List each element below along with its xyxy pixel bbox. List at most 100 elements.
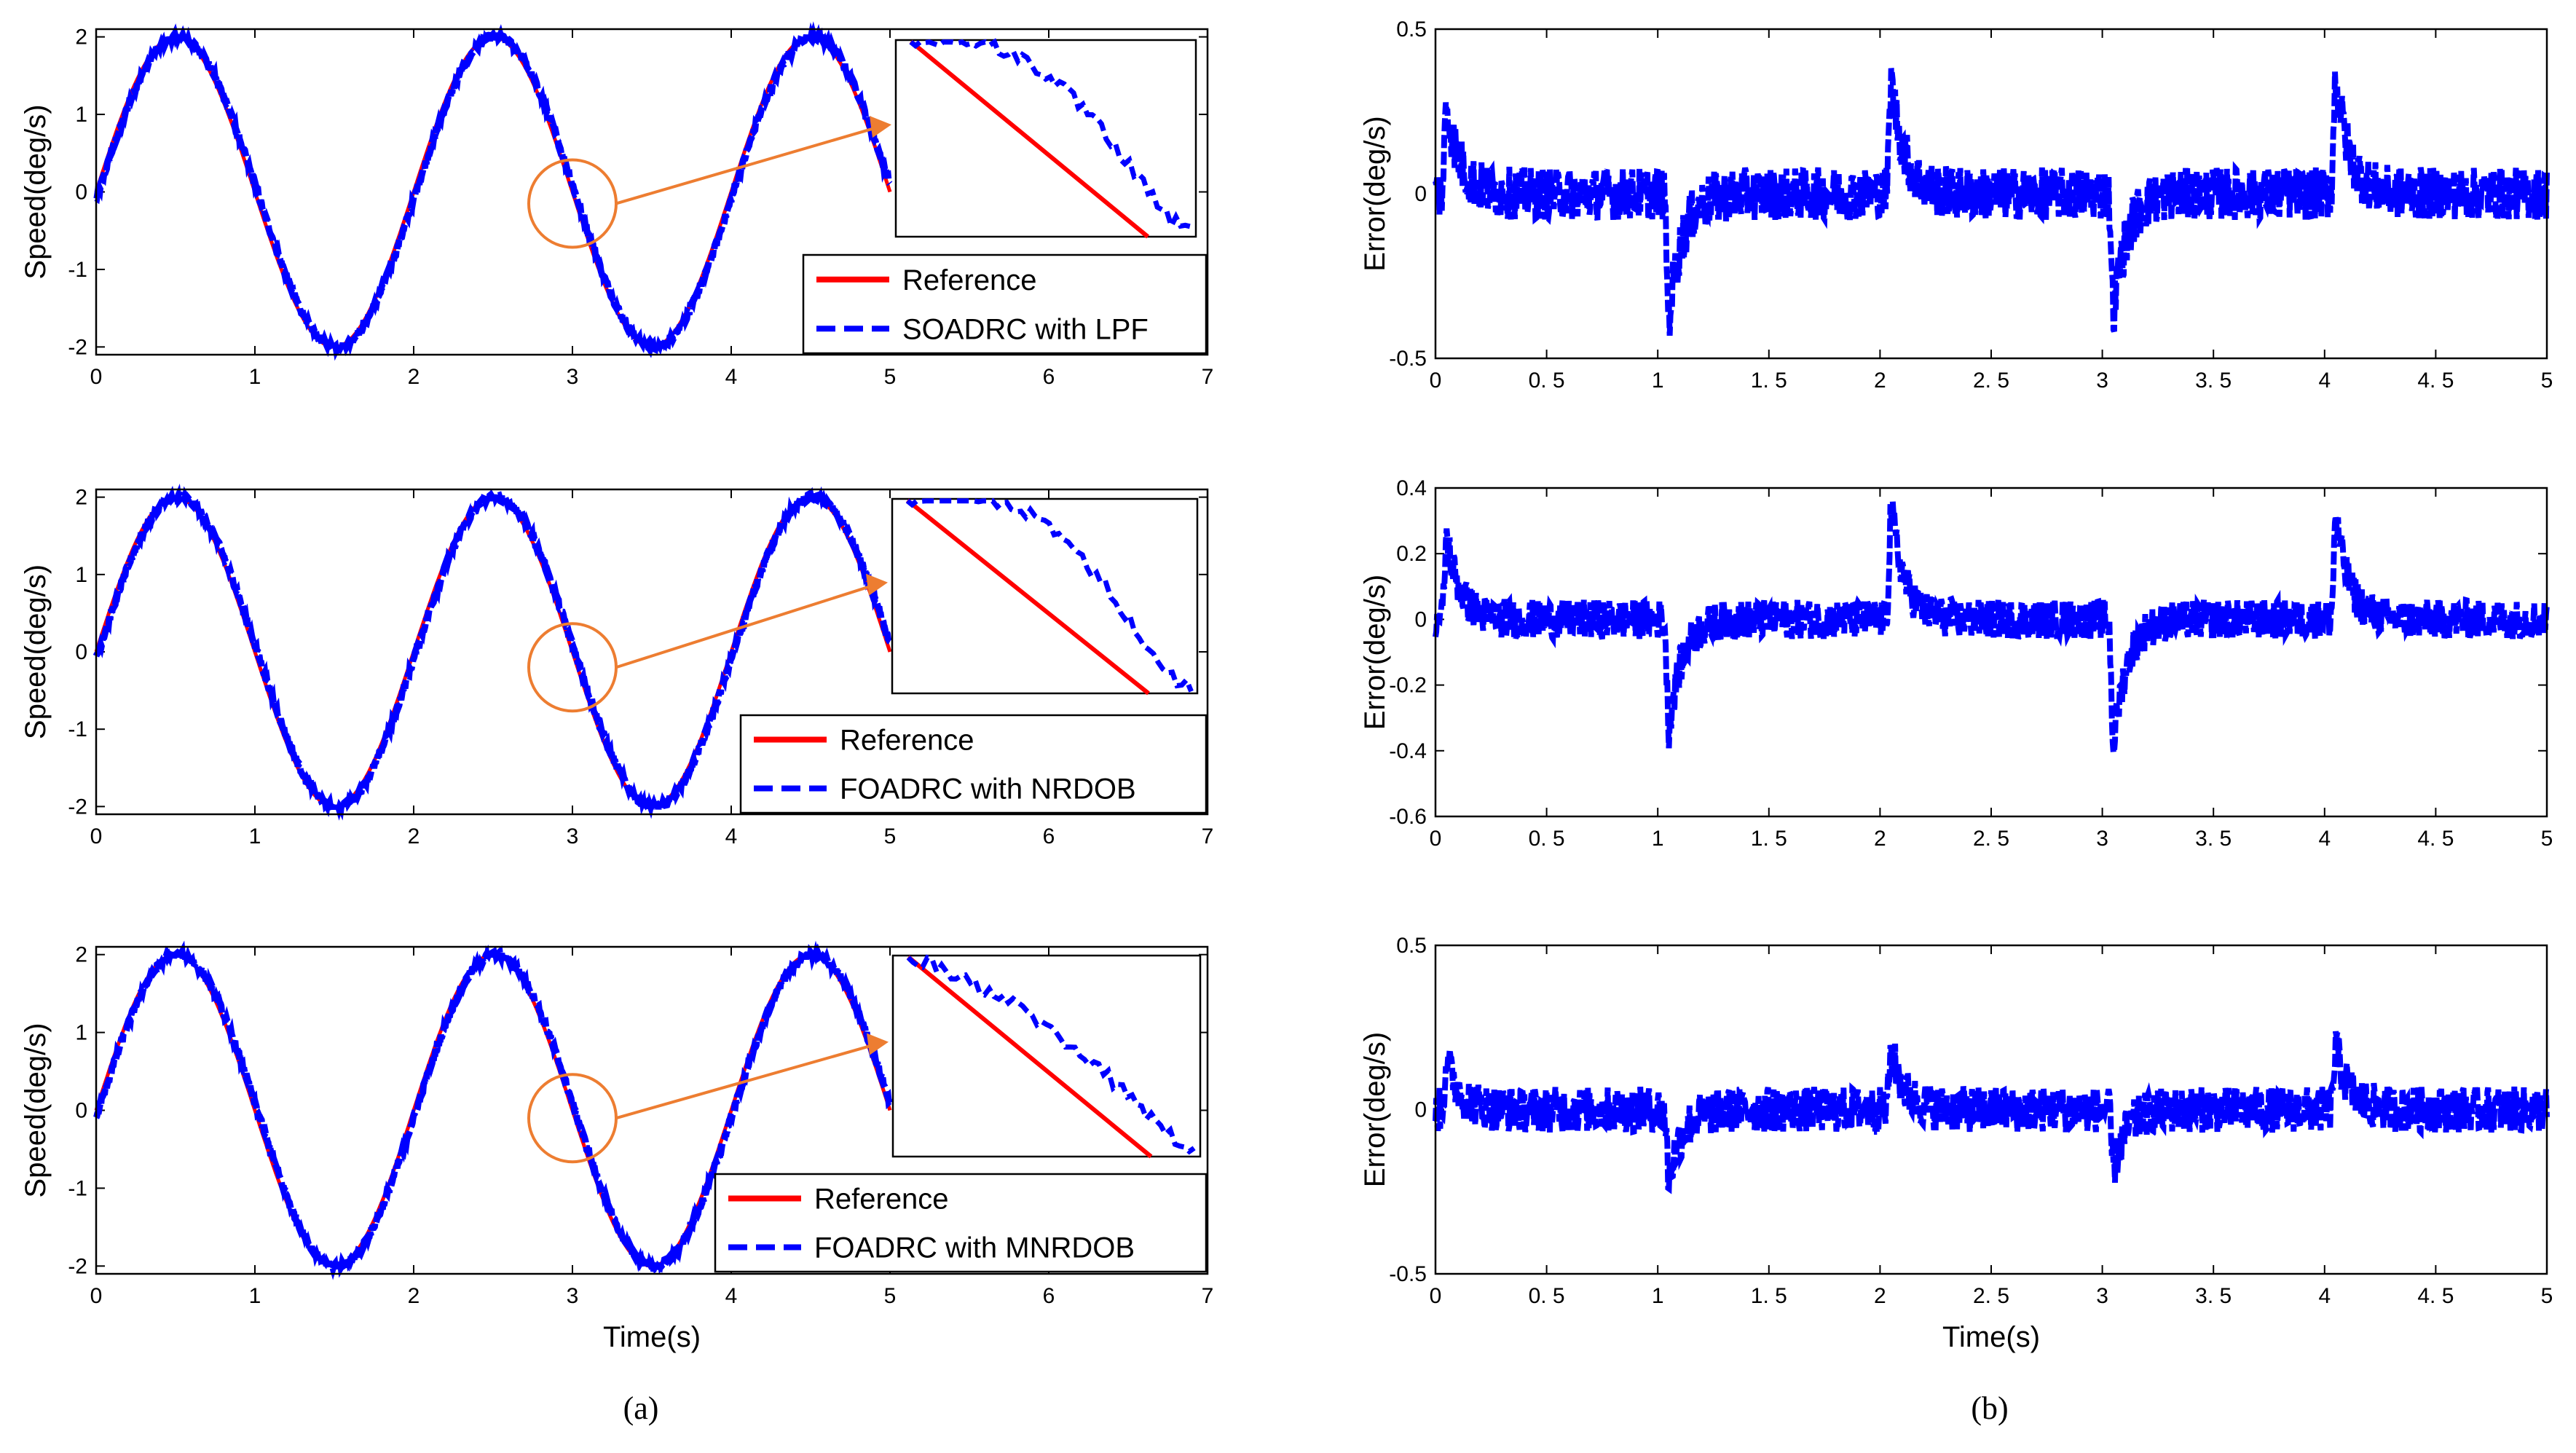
x-tick-label: 2 <box>1874 1284 1886 1308</box>
x-tick-label: 3 <box>2096 827 2108 851</box>
legend-label-a2-0: Reference <box>840 725 974 757</box>
caption-b: (b) <box>1971 1390 2008 1426</box>
series-response-a3 <box>93 940 894 1280</box>
y-tick-label: 0 <box>75 640 87 664</box>
x-tick-label: 2. 5 <box>1973 827 2009 851</box>
y-tick-label: -2 <box>68 335 87 359</box>
x-tick-label: 2 <box>408 824 420 848</box>
x-tick-label: 0 <box>1430 827 1442 851</box>
x-tick-label: 5 <box>2541 369 2553 393</box>
y-tick-label: -0.5 <box>1389 347 1427 371</box>
y-tick-label: 2 <box>75 25 87 50</box>
x-tick-label: 0 <box>1430 369 1442 393</box>
legend-label-a1-0: Reference <box>902 264 1037 296</box>
y-axis-label: Speed(deg/s) <box>20 1023 52 1197</box>
x-tick-label: 1. 5 <box>1751 827 1787 851</box>
x-tick-label: 6 <box>1043 824 1055 848</box>
y-tick-label: 0 <box>75 1099 87 1123</box>
x-tick-label: 6 <box>1043 1284 1055 1308</box>
x-tick-label: 0. 5 <box>1529 827 1565 851</box>
zoom-arrow-head-a3 <box>867 1033 889 1055</box>
x-tick-label: 5 <box>2541 827 2553 851</box>
y-tick-label: -2 <box>68 1254 87 1278</box>
y-tick-label: -2 <box>68 795 87 819</box>
x-tick-label: 7 <box>1202 1284 1214 1308</box>
x-tick-label: 4. 5 <box>2417 827 2454 851</box>
x-tick-label: 2 <box>408 365 420 389</box>
x-tick-label: 2 <box>408 1284 420 1308</box>
plot-frame-a2 <box>95 488 1209 816</box>
y-axis-label: Error(deg/s) <box>1359 575 1391 730</box>
x-tick-label: 4 <box>2318 1284 2331 1308</box>
x-tick-label: 4 <box>2318 369 2331 393</box>
x-tick-label: 3 <box>567 1284 579 1308</box>
y-axis-label: Speed(deg/s) <box>20 104 52 279</box>
x-tick-label: 3. 5 <box>2195 1284 2232 1308</box>
x-axis-label: Time(s) <box>603 1321 701 1353</box>
inset-response-a2 <box>905 498 1194 693</box>
plot-frame-b3 <box>1434 944 2548 1275</box>
inset-reference-a1 <box>909 39 1149 239</box>
y-tick-label: -1 <box>68 1176 87 1200</box>
x-tick-label: 4 <box>725 824 738 848</box>
series-response-a2 <box>92 483 893 821</box>
x-tick-label: 0 <box>90 824 103 848</box>
zoom-arrow-head-a2 <box>866 573 888 596</box>
y-tick-label: 0 <box>1414 182 1427 206</box>
zoom-arrow-head-a1 <box>870 116 891 138</box>
x-tick-label: 1 <box>249 1284 261 1308</box>
x-tick-label: 1 <box>1652 1284 1664 1308</box>
x-tick-label: 4 <box>725 1284 738 1308</box>
inset-response-a3 <box>906 954 1196 1155</box>
y-tick-label: 0.5 <box>1396 17 1427 42</box>
y-tick-label: 2 <box>75 943 87 967</box>
x-tick-label: 6 <box>1043 365 1055 389</box>
y-tick-label: 0.2 <box>1396 542 1427 566</box>
x-tick-label: 3. 5 <box>2195 369 2232 393</box>
y-tick-label: 0 <box>1414 607 1427 631</box>
legend-label-a2-1: FOADRC with NRDOB <box>840 773 1136 806</box>
legend-box-a2 <box>739 714 1208 814</box>
caption-a: (a) <box>623 1390 659 1426</box>
y-tick-label: 0 <box>75 181 87 205</box>
y-tick-label: -0.2 <box>1389 674 1427 698</box>
y-tick-label: -1 <box>68 258 87 282</box>
x-tick-label: 3 <box>567 824 579 848</box>
legend-box-a1 <box>802 253 1208 355</box>
x-tick-label: 1. 5 <box>1751 369 1787 393</box>
x-tick-label: 5 <box>884 824 897 848</box>
axes-b2: 0 0. 5 1 1. 5 2 2. 5 3 3. 5 4 4. 5 5 -0.6 -0.4 -0.2 0 0… <box>1359 476 2553 851</box>
x-tick-label: 5 <box>884 365 897 389</box>
x-tick-label: 2. 5 <box>1973 369 2009 393</box>
inset-reference-a3 <box>907 955 1153 1159</box>
x-tick-label: 2. 5 <box>1973 1284 2009 1308</box>
x-tick-label: 2 <box>1874 369 1886 393</box>
y-tick-label: 1 <box>75 563 87 587</box>
zoom-inset-a1 <box>894 39 1197 238</box>
x-tick-label: 0. 5 <box>1529 1284 1565 1308</box>
y-tick-label: 0.5 <box>1396 934 1427 958</box>
plot-frame-b2 <box>1434 487 2548 818</box>
x-tick-label: 1 <box>1652 827 1664 851</box>
x-tick-label: 4. 5 <box>2417 1284 2454 1308</box>
x-tick-label: 4. 5 <box>2417 369 2454 393</box>
x-tick-label: 3 <box>2096 369 2108 393</box>
y-axis-label: Error(deg/s) <box>1359 1032 1391 1187</box>
zoom-arrow-line-a1 <box>615 126 878 205</box>
x-tick-label: 3 <box>567 365 579 389</box>
y-axis-label: Error(deg/s) <box>1359 116 1391 271</box>
legend-label-a3-1: FOADRC with MNRDOB <box>814 1232 1135 1264</box>
x-tick-label: 1 <box>249 824 261 848</box>
y-tick-label: -0.6 <box>1389 805 1427 829</box>
x-tick-label: 0 <box>90 365 103 389</box>
y-tick-label: -1 <box>68 717 87 741</box>
x-tick-label: 0 <box>1430 1284 1442 1308</box>
y-tick-label: 0 <box>1414 1098 1427 1122</box>
x-tick-label: 1. 5 <box>1751 1284 1787 1308</box>
series-error-b2 <box>1433 500 2550 763</box>
zoom-inset-a3 <box>891 954 1202 1158</box>
x-tick-label: 3. 5 <box>2195 827 2232 851</box>
x-tick-label: 1 <box>249 365 261 389</box>
x-tick-label: 4 <box>725 365 738 389</box>
axes-b1: 0 0. 5 1 1. 5 2 2. 5 3 3. 5 4 4. 5 5-0.500.5Error(… <box>1359 17 2553 393</box>
